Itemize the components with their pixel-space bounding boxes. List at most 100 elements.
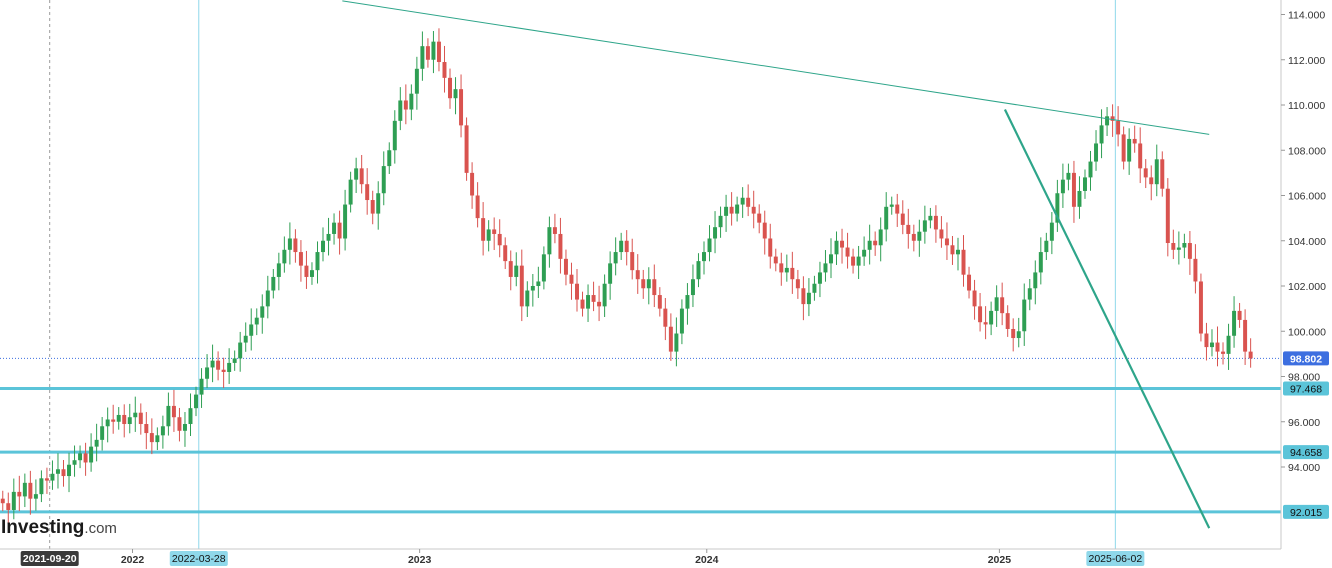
candle-body bbox=[773, 256, 778, 264]
candle-body bbox=[392, 120, 397, 151]
candle-body bbox=[138, 412, 143, 425]
trendline bbox=[1003, 109, 1211, 529]
candle-body bbox=[724, 206, 729, 216]
candle-body bbox=[784, 267, 789, 273]
candle-body bbox=[1094, 143, 1099, 162]
candle-body bbox=[6, 503, 11, 510]
candle-body bbox=[922, 220, 927, 232]
candle-body bbox=[646, 279, 651, 289]
candle-body bbox=[475, 195, 480, 219]
candle-body bbox=[470, 172, 475, 196]
candle-body bbox=[227, 362, 232, 372]
candle-body bbox=[729, 206, 734, 214]
candle-body bbox=[591, 295, 596, 302]
candle-body bbox=[696, 261, 701, 280]
candle-body bbox=[337, 222, 342, 239]
candle-body bbox=[486, 229, 491, 241]
candle-body bbox=[89, 446, 94, 463]
candle-body bbox=[917, 231, 922, 241]
candle-body bbox=[580, 299, 585, 309]
horizontal-levels bbox=[0, 387, 1281, 514]
candle-body bbox=[933, 215, 938, 230]
candle-body bbox=[624, 240, 629, 253]
candle-body bbox=[944, 238, 949, 246]
candle-body bbox=[900, 213, 905, 225]
candle-body bbox=[635, 270, 640, 280]
candle-body bbox=[1182, 243, 1187, 248]
candle-body bbox=[983, 322, 988, 325]
y-tick-label: 108.000 bbox=[1288, 145, 1326, 157]
candle-body bbox=[867, 240, 872, 250]
y-tick-label: 96.000 bbox=[1288, 417, 1320, 429]
candle-body bbox=[707, 238, 712, 253]
candle-body bbox=[348, 179, 353, 205]
candle-body bbox=[238, 342, 243, 359]
candle-body bbox=[1071, 172, 1076, 207]
candle-body bbox=[127, 417, 132, 425]
candle-body bbox=[972, 290, 977, 307]
candle-body bbox=[994, 297, 999, 311]
vertical-markers bbox=[49, 0, 1116, 549]
candle-body bbox=[1226, 335, 1231, 354]
candle-body bbox=[105, 419, 110, 427]
y-tick-label: 104.000 bbox=[1288, 236, 1326, 248]
candle-body bbox=[1082, 177, 1087, 191]
candle-body bbox=[1193, 258, 1198, 282]
candle-body bbox=[287, 238, 292, 250]
candle-body bbox=[547, 227, 552, 255]
candle-body bbox=[845, 247, 850, 257]
candle-body bbox=[276, 263, 281, 277]
candle-body bbox=[1049, 222, 1054, 241]
candle-body bbox=[177, 417, 182, 431]
x-tick-label: 2022 bbox=[121, 554, 145, 566]
candle-body bbox=[1149, 177, 1154, 185]
candle-body bbox=[762, 222, 767, 239]
candle-body bbox=[1248, 351, 1253, 359]
candle-body bbox=[243, 335, 248, 343]
candle-body bbox=[254, 317, 259, 325]
candle-body bbox=[1066, 172, 1071, 180]
candle-body bbox=[679, 308, 684, 334]
candle-body bbox=[370, 200, 375, 214]
candle-body bbox=[144, 424, 149, 434]
candle-body bbox=[420, 46, 425, 69]
candle-body bbox=[1110, 116, 1115, 121]
y-tick-label: 114.000 bbox=[1288, 10, 1325, 22]
x-tick-label: 2024 bbox=[695, 554, 719, 566]
candle-body bbox=[563, 258, 568, 275]
candle-body bbox=[44, 478, 49, 481]
candle-body bbox=[530, 286, 535, 291]
candle-body bbox=[265, 290, 270, 307]
candle-body bbox=[1160, 159, 1165, 189]
candle-body bbox=[668, 326, 673, 352]
date-marker-label-text: 2025-06-02 bbox=[1088, 553, 1142, 565]
candle-body bbox=[182, 424, 187, 431]
candle-body bbox=[309, 270, 314, 277]
y-tick-label: 94.000 bbox=[1288, 462, 1320, 474]
candle-body bbox=[1232, 310, 1237, 336]
candle-body bbox=[939, 229, 944, 239]
candle-body bbox=[862, 249, 867, 257]
candle-body bbox=[889, 204, 894, 207]
candle-body bbox=[188, 408, 193, 425]
candle-body bbox=[768, 238, 773, 257]
y-tick-label: 100.000 bbox=[1288, 326, 1326, 338]
current-price-label-text: 98.802 bbox=[1290, 353, 1322, 365]
candle-body bbox=[171, 405, 176, 418]
candle-body bbox=[1171, 243, 1176, 250]
candle-body bbox=[840, 240, 845, 248]
candle-body bbox=[326, 233, 331, 241]
y-tick-label: 106.000 bbox=[1288, 191, 1326, 203]
trendline bbox=[342, 0, 1210, 135]
candle-body bbox=[298, 252, 303, 266]
candle-body bbox=[812, 283, 817, 293]
candle-body bbox=[779, 263, 784, 273]
candle-body bbox=[332, 222, 337, 234]
candle-body bbox=[911, 233, 916, 241]
candle-body bbox=[906, 224, 911, 234]
candle-body bbox=[1038, 252, 1043, 273]
candle-body bbox=[597, 301, 602, 307]
candle-body bbox=[569, 274, 574, 284]
candle-body bbox=[619, 240, 624, 253]
